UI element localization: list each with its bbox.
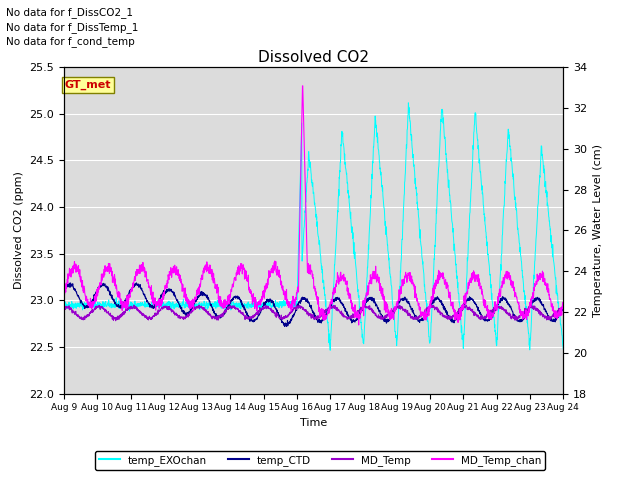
Text: No data for f_cond_temp: No data for f_cond_temp xyxy=(6,36,135,47)
Text: No data for f_DissTemp_1: No data for f_DissTemp_1 xyxy=(6,22,139,33)
Title: Dissolved CO2: Dissolved CO2 xyxy=(258,49,369,65)
Y-axis label: Dissolved CO2 (ppm): Dissolved CO2 (ppm) xyxy=(14,171,24,289)
Text: GT_met: GT_met xyxy=(65,80,111,90)
Legend: temp_EXOchan, temp_CTD, MD_Temp, MD_Temp_chan: temp_EXOchan, temp_CTD, MD_Temp, MD_Temp… xyxy=(95,451,545,470)
Y-axis label: Temperature, Water Level (cm): Temperature, Water Level (cm) xyxy=(593,144,603,317)
X-axis label: Time: Time xyxy=(300,418,327,428)
Text: No data for f_DissCO2_1: No data for f_DissCO2_1 xyxy=(6,7,133,18)
